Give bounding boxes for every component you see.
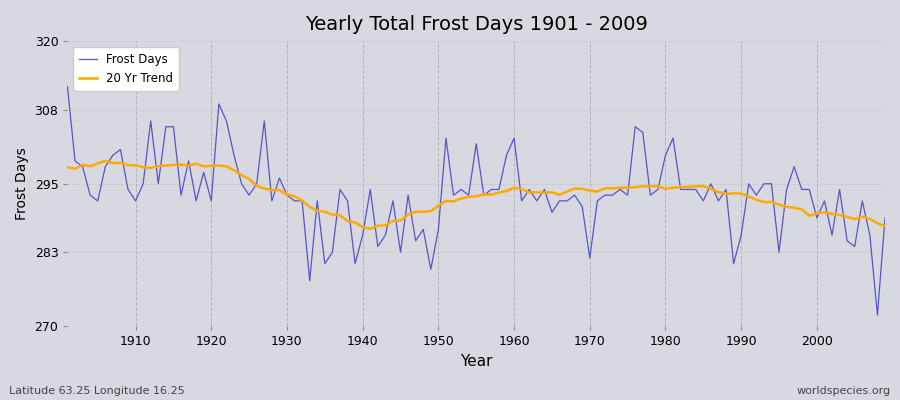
Title: Yearly Total Frost Days 1901 - 2009: Yearly Total Frost Days 1901 - 2009 — [305, 15, 648, 34]
20 Yr Trend — [517, 187, 527, 192]
20 Yr Trend — [100, 158, 111, 163]
X-axis label: Year: Year — [460, 354, 492, 369]
Frost Days — [872, 313, 883, 318]
20 Yr Trend — [297, 198, 308, 203]
20 Yr Trend — [364, 226, 375, 231]
20 Yr Trend — [62, 165, 73, 170]
Legend: Frost Days, 20 Yr Trend: Frost Days, 20 Yr Trend — [74, 47, 179, 91]
Text: worldspecies.org: worldspecies.org — [796, 386, 891, 396]
Frost Days — [879, 216, 890, 220]
20 Yr Trend — [342, 219, 353, 224]
Frost Days — [289, 198, 300, 203]
Frost Days — [62, 84, 73, 89]
Text: Latitude 63.25 Longitude 16.25: Latitude 63.25 Longitude 16.25 — [9, 386, 184, 396]
20 Yr Trend — [130, 163, 141, 168]
Y-axis label: Frost Days: Frost Days — [15, 147, 29, 220]
Frost Days — [122, 187, 133, 192]
20 Yr Trend — [524, 190, 535, 195]
20 Yr Trend — [615, 185, 626, 190]
Line: Frost Days: Frost Days — [68, 87, 885, 315]
20 Yr Trend — [879, 224, 890, 229]
Frost Days — [335, 187, 346, 192]
Line: 20 Yr Trend: 20 Yr Trend — [68, 161, 885, 229]
Frost Days — [599, 193, 610, 198]
Frost Days — [501, 153, 512, 158]
Frost Days — [508, 136, 519, 140]
